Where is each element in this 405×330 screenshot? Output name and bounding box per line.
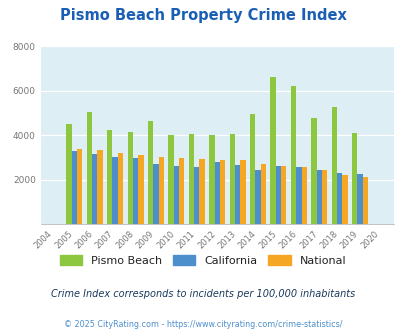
Bar <box>214 162 220 224</box>
Bar <box>240 160 245 224</box>
Bar <box>356 174 362 224</box>
Bar <box>77 148 82 224</box>
Bar <box>117 153 123 224</box>
Bar <box>301 167 306 224</box>
Bar <box>316 170 321 224</box>
Bar <box>311 118 316 224</box>
Text: © 2025 CityRating.com - https://www.cityrating.com/crime-statistics/: © 2025 CityRating.com - https://www.city… <box>64 320 341 329</box>
Bar <box>249 114 255 224</box>
Bar <box>220 160 225 224</box>
Bar <box>92 153 97 224</box>
Bar <box>179 158 184 224</box>
Bar <box>234 165 240 224</box>
Bar <box>290 86 296 224</box>
Bar <box>153 164 158 224</box>
Bar <box>275 166 280 224</box>
Text: Pismo Beach Property Crime Index: Pismo Beach Property Crime Index <box>60 8 345 23</box>
Bar <box>229 134 234 224</box>
Bar <box>280 166 286 224</box>
Bar <box>321 170 326 224</box>
Bar <box>331 108 336 224</box>
Bar <box>270 77 275 224</box>
Bar <box>87 112 92 224</box>
Bar <box>148 121 153 224</box>
Bar <box>127 132 132 224</box>
Bar <box>351 133 356 224</box>
Bar <box>255 170 260 224</box>
Legend: Pismo Beach, California, National: Pismo Beach, California, National <box>56 251 349 269</box>
Bar <box>341 175 347 224</box>
Bar <box>107 130 112 224</box>
Bar <box>209 135 214 224</box>
Bar <box>168 135 173 224</box>
Bar <box>66 124 71 224</box>
Bar <box>199 159 204 224</box>
Bar <box>112 157 117 224</box>
Bar <box>132 158 138 224</box>
Bar <box>296 167 301 224</box>
Bar <box>138 155 143 224</box>
Bar <box>260 164 265 224</box>
Text: Crime Index corresponds to incidents per 100,000 inhabitants: Crime Index corresponds to incidents per… <box>51 289 354 299</box>
Bar <box>188 134 194 224</box>
Bar <box>194 167 199 224</box>
Bar <box>158 157 164 224</box>
Bar <box>362 177 367 224</box>
Bar <box>173 166 179 224</box>
Bar <box>336 173 341 224</box>
Bar <box>71 151 77 224</box>
Bar <box>97 150 102 224</box>
